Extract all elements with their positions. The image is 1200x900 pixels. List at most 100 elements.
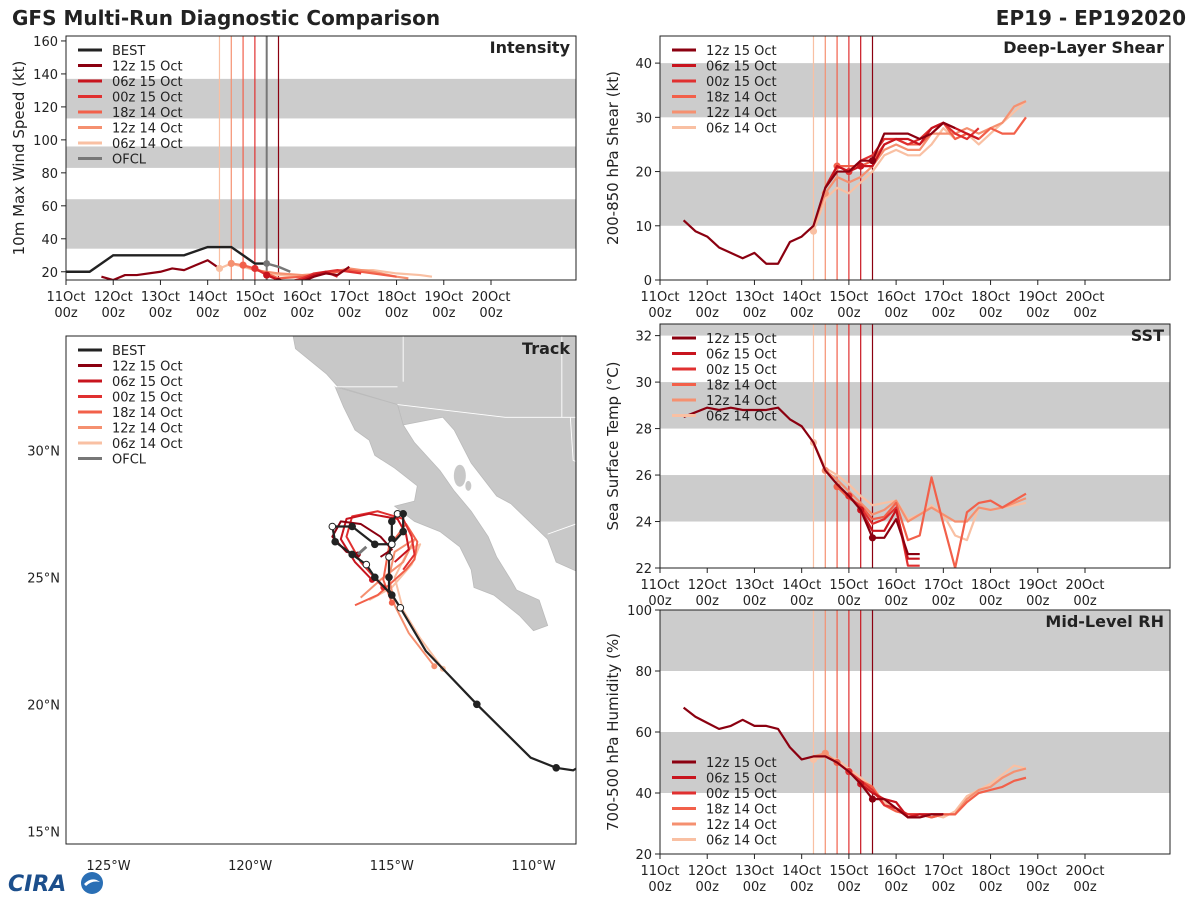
lon-label: 110°W [511,859,555,874]
x-tick-label: 20Oct [1065,864,1104,879]
island [453,464,466,487]
best-track-point [348,522,356,531]
x-tick-label: 15Oct [829,578,868,593]
best-track-point [578,762,585,769]
x-tick-label: 00z [979,306,1003,321]
y-tick-label: 20 [41,266,58,281]
x-tick-label: 00z [196,306,220,321]
legend-label: 18z 14 Oct [112,406,183,421]
lat-label: 20°N [27,698,60,713]
lon-label: 125°W [86,859,130,874]
x-tick-label: 00z [648,880,672,895]
y-tick-label: 40 [635,787,652,802]
x-tick-label: 00z [790,880,814,895]
model-track-start [388,599,395,606]
legend-label: 06z 15 Oct [112,75,183,90]
y-tick-label: 24 [635,516,652,531]
x-tick-label: 19Oct [1018,290,1057,305]
y-axis-label: Sea Surface Temp (°C) [604,361,622,530]
legend-label: BEST [112,44,145,59]
x-tick-label: 00z [790,306,814,321]
y-tick-label: 30 [635,111,652,126]
legend-label: 06z 15 Oct [706,772,777,787]
legend-label: 06z 15 Oct [112,375,183,390]
threshold-band [660,63,1170,118]
x-tick-label: 16Oct [877,290,916,305]
legend-label: 18z 14 Oct [706,803,777,818]
x-tick-label: 00z [1073,880,1097,895]
threshold-band [660,732,1170,793]
legend-label: 06z 14 Oct [112,437,183,452]
y-axis-label: 200-850 hPa Shear (kt) [604,71,622,245]
x-tick-label: 12Oct [688,578,727,593]
x-tick-label: 00z [479,306,503,321]
best-track-point [328,522,337,531]
init-point [868,795,877,803]
legend-label: BEST [112,344,145,359]
y-tick-label: 0 [644,274,652,289]
lat-label: 25°N [27,571,60,586]
plot-area [660,324,1170,568]
x-tick-label: 00z [338,306,362,321]
series-line [812,442,1027,523]
x-tick-label: 17Oct [924,578,963,593]
legend-label: 12z 14 Oct [706,818,777,833]
legend-label: 00z 15 Oct [112,91,183,106]
legend-label: 12z 15 Oct [706,332,777,347]
state-border [547,523,576,535]
threshold-band [66,199,576,249]
legend-label: 12z 14 Oct [706,106,777,121]
ofcl-track-line [356,545,368,556]
x-tick-label: 18Oct [971,290,1010,305]
y-axis-label: 700-500 hPa Humidity (%) [604,633,622,831]
init-point [275,278,282,280]
lat-label: 30°N [27,444,60,459]
model-track-start [431,663,438,670]
x-tick-label: 12Oct [94,290,133,305]
x-tick-label: 00z [385,306,409,321]
legend-label: 12z 15 Oct [706,756,777,771]
x-tick-label: 00z [54,306,78,321]
init-point [227,259,235,268]
x-tick-label: 00z [837,594,861,609]
best-track-point [348,550,356,559]
y-tick-label: 80 [635,665,652,680]
logo-globe-icon [81,872,103,894]
x-tick-label: 00z [743,594,767,609]
series-line [682,706,944,819]
series-line [812,100,1027,232]
best-track-line [66,245,267,273]
best-track-point [388,591,396,599]
logo-text: CIRA [8,872,66,896]
x-tick-label: 16Oct [877,864,916,879]
plot-area [66,36,576,280]
legend-label: 00z 15 Oct [706,363,777,378]
model-track-line [368,543,444,670]
init-point [239,261,247,269]
x-tick-label: 00z [932,880,956,895]
legend-label: 00z 15 Oct [706,75,777,90]
state-border [397,404,576,418]
y-axis-label: 10m Max Wind Speed (kt) [10,61,28,256]
series-line [303,265,350,280]
best-track-point [362,560,371,569]
y-tick-label: 100 [33,134,58,149]
x-tick-label: 16Oct [877,578,916,593]
x-tick-label: 00z [290,306,314,321]
x-tick-label: 18Oct [377,290,416,305]
best-track-point [396,603,405,612]
legend-label: 18z 14 Oct [706,91,777,106]
legend-label: 06z 14 Oct [112,137,183,152]
x-tick-label: 00z [884,880,908,895]
y-tick-label: 22 [635,562,652,577]
y-tick-label: 80 [41,167,58,182]
x-tick-label: 20Oct [1065,578,1104,593]
legend-label: OFCL [112,453,147,468]
x-tick-label: 00z [837,880,861,895]
state-border [569,417,576,462]
logo-swirl-icon [84,879,100,886]
init-point [857,162,865,170]
init-point [868,157,877,165]
x-tick-label: 13Oct [735,578,774,593]
